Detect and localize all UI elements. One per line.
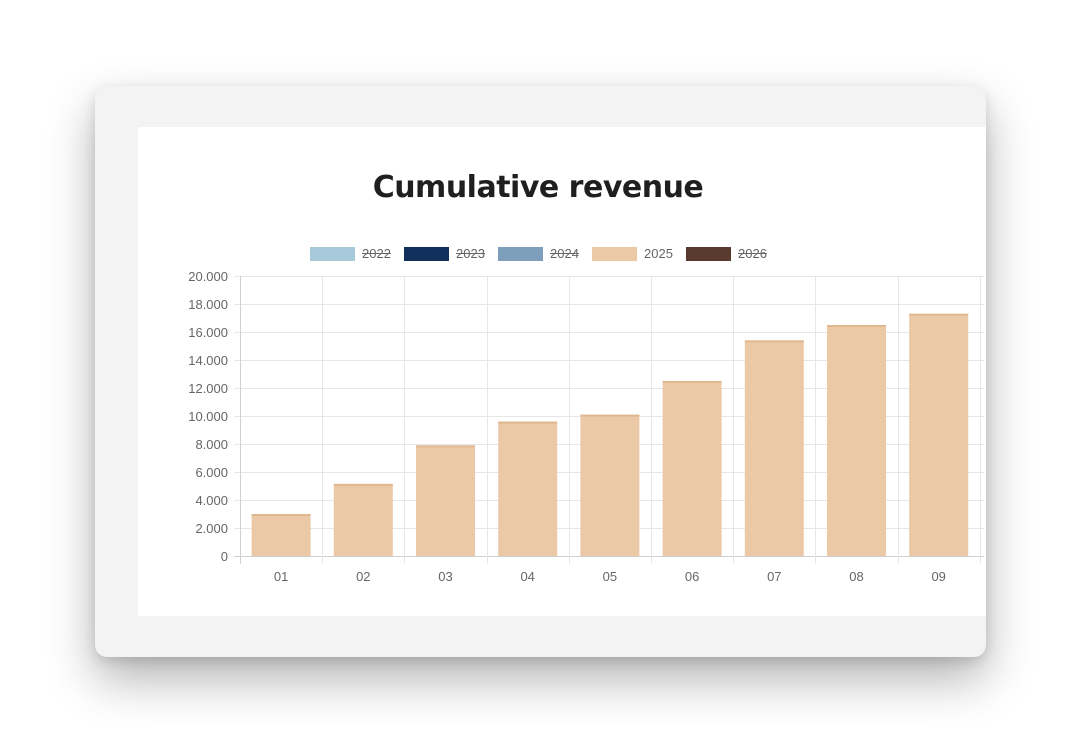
- legend-label-2023: 2023: [456, 246, 485, 261]
- y-tick-label: 20.000: [188, 269, 228, 284]
- legend-label-2025: 2025: [644, 246, 673, 261]
- x-tick-label: 03: [438, 569, 452, 584]
- app-window: Cumulative revenue 2022 2023 2024 2025 2…: [95, 86, 986, 657]
- chart-title: Cumulative revenue: [372, 170, 704, 205]
- y-tick-label: 16.000: [188, 325, 228, 340]
- bar-05: [580, 414, 640, 556]
- x-axis-ticks: 01 02 03 04 05 06 07 08 09: [274, 569, 946, 584]
- x-tick-label: 08: [849, 569, 863, 584]
- bar-06: [662, 381, 722, 556]
- bar-03: [416, 445, 475, 556]
- legend-swatch-2026: [686, 247, 731, 261]
- y-tick-label: 6.000: [195, 465, 228, 480]
- bars: [251, 313, 969, 556]
- y-tick-label: 4.000: [195, 493, 228, 508]
- x-tick-label: 07: [767, 569, 781, 584]
- bar-02: [333, 483, 393, 556]
- x-tick-label: 02: [356, 569, 370, 584]
- bar-09: [909, 313, 969, 556]
- bar-07: [744, 340, 804, 556]
- bar-01: [251, 514, 311, 556]
- y-tick-label: 0: [221, 549, 228, 564]
- y-tick-label: 18.000: [188, 297, 228, 312]
- legend-swatch-2023: [404, 247, 449, 261]
- x-tick-label: 04: [520, 569, 534, 584]
- chart-panel: Cumulative revenue 2022 2023 2024 2025 2…: [138, 127, 986, 616]
- legend-label-2026: 2026: [738, 246, 767, 261]
- legend-swatch-2025: [592, 247, 637, 261]
- y-tick-label: 8.000: [195, 437, 228, 452]
- legend-label-2022: 2022: [362, 246, 391, 261]
- bar-chart: 0 2.000 4.000 6.000 8.000 10.000 12.000 14.000 1…: [188, 269, 984, 584]
- x-tick-label: 01: [274, 569, 288, 584]
- y-axis-ticks: 0 2.000 4.000 6.000 8.000 10.000 12.000 14.000 1…: [188, 269, 228, 564]
- y-tick-label: 2.000: [195, 521, 228, 536]
- y-tick-label: 10.000: [188, 409, 228, 424]
- y-tick-label: 14.000: [188, 353, 228, 368]
- bar-08: [827, 325, 886, 556]
- x-tick-label: 05: [603, 569, 617, 584]
- x-tick-label: 06: [685, 569, 699, 584]
- legend-label-2024: 2024: [550, 246, 579, 261]
- bar-04: [498, 421, 558, 556]
- y-tick-label: 12.000: [188, 381, 228, 396]
- legend-swatch-2022: [310, 247, 355, 261]
- chart-legend: 2022 2023 2024 2025 2026: [138, 244, 986, 264]
- legend-swatch-2024: [498, 247, 543, 261]
- x-tick-label: 09: [931, 569, 945, 584]
